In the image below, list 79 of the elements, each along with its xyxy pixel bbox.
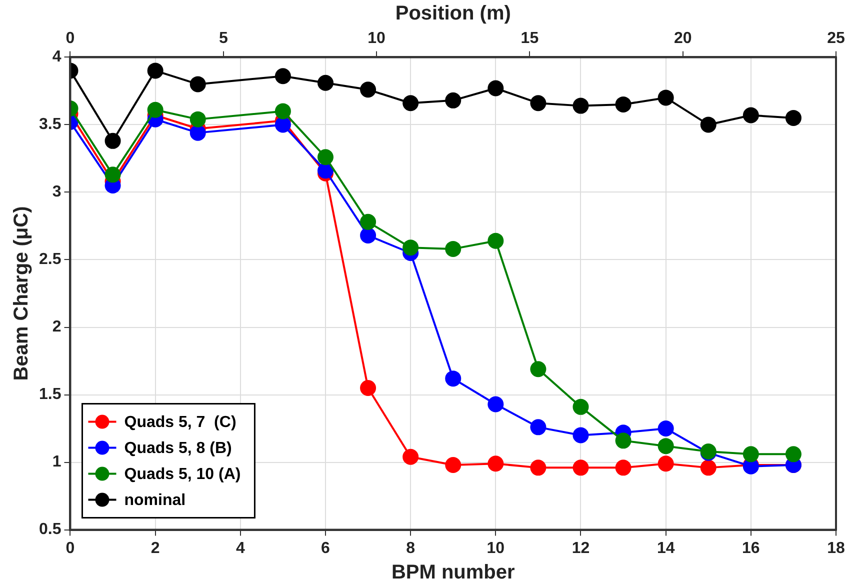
point — [615, 96, 632, 112]
x-tick-label: 8 — [406, 540, 416, 557]
x-tick-label: 14 — [656, 540, 675, 557]
point — [530, 361, 546, 378]
point — [530, 419, 546, 436]
x2-tick-label: 0 — [66, 30, 75, 48]
x-axis-title: BPM number — [391, 562, 516, 584]
point — [658, 90, 674, 106]
point — [104, 166, 121, 183]
point — [147, 102, 164, 118]
y-tick-label: 3 — [52, 184, 62, 201]
y-tick-label: 4 — [52, 48, 62, 66]
point — [147, 62, 164, 79]
point — [274, 116, 291, 133]
y-axis-title: Beam Charge (μC) — [10, 206, 33, 381]
point — [658, 438, 674, 454]
x-tick-label: 12 — [572, 540, 590, 557]
point — [785, 110, 802, 126]
point — [530, 460, 546, 476]
x2-axis-title: Position (m) — [395, 2, 511, 25]
point — [402, 448, 419, 465]
point — [700, 460, 716, 476]
y-tick-label: 0.5 — [38, 521, 62, 538]
x-tick-label: 16 — [742, 540, 760, 557]
legend-label: nominal — [124, 492, 186, 510]
y-tick-label: 2.5 — [38, 251, 62, 268]
x-tick-label: 2 — [150, 540, 160, 557]
point — [190, 124, 206, 141]
y-tick-label: 1 — [52, 454, 62, 471]
point — [360, 82, 376, 98]
point — [402, 95, 419, 112]
point — [615, 460, 632, 476]
point — [445, 92, 462, 108]
x-tick-label: 10 — [486, 540, 505, 557]
point — [317, 149, 334, 166]
x2-tick-label: 15 — [520, 30, 539, 48]
point — [190, 76, 206, 92]
y-tick-label: 3.5 — [38, 116, 62, 134]
x2-tick-label: 10 — [368, 30, 386, 48]
point — [572, 398, 589, 415]
point — [658, 456, 674, 472]
point — [360, 214, 376, 230]
x-tick-label: 6 — [321, 540, 330, 557]
x-tick-label: 4 — [236, 540, 245, 557]
point — [274, 68, 291, 84]
point — [785, 446, 802, 462]
point — [274, 103, 291, 120]
point — [488, 80, 504, 96]
point — [488, 396, 504, 412]
point — [190, 111, 206, 128]
legend-label: Quads 5, 10 (A) — [124, 466, 241, 484]
point — [360, 380, 376, 396]
point — [530, 95, 546, 112]
legend-label: Quads 5, 8 (B) — [124, 440, 232, 458]
point — [445, 456, 462, 473]
point — [700, 116, 716, 133]
point — [742, 446, 759, 462]
point — [572, 98, 589, 114]
y-tick-label: 1.5 — [38, 386, 62, 404]
point — [488, 232, 504, 249]
point — [658, 420, 674, 437]
point — [402, 240, 419, 256]
x-tick-label: 18 — [827, 540, 845, 557]
point — [317, 74, 334, 91]
x2-tick-label: 25 — [827, 30, 845, 48]
x2-tick-label: 5 — [218, 30, 228, 48]
point — [445, 240, 462, 257]
point — [488, 456, 504, 472]
point — [360, 227, 376, 244]
y-tick-label: 2 — [52, 318, 62, 336]
point — [104, 132, 121, 149]
point — [742, 107, 759, 124]
point — [572, 460, 589, 476]
point — [445, 370, 462, 387]
legend-label: Quads 5, 7 (C) — [124, 414, 236, 432]
x-tick-label: 0 — [66, 540, 75, 557]
x2-tick-label: 20 — [674, 30, 692, 48]
point — [615, 432, 632, 449]
point — [572, 427, 589, 444]
